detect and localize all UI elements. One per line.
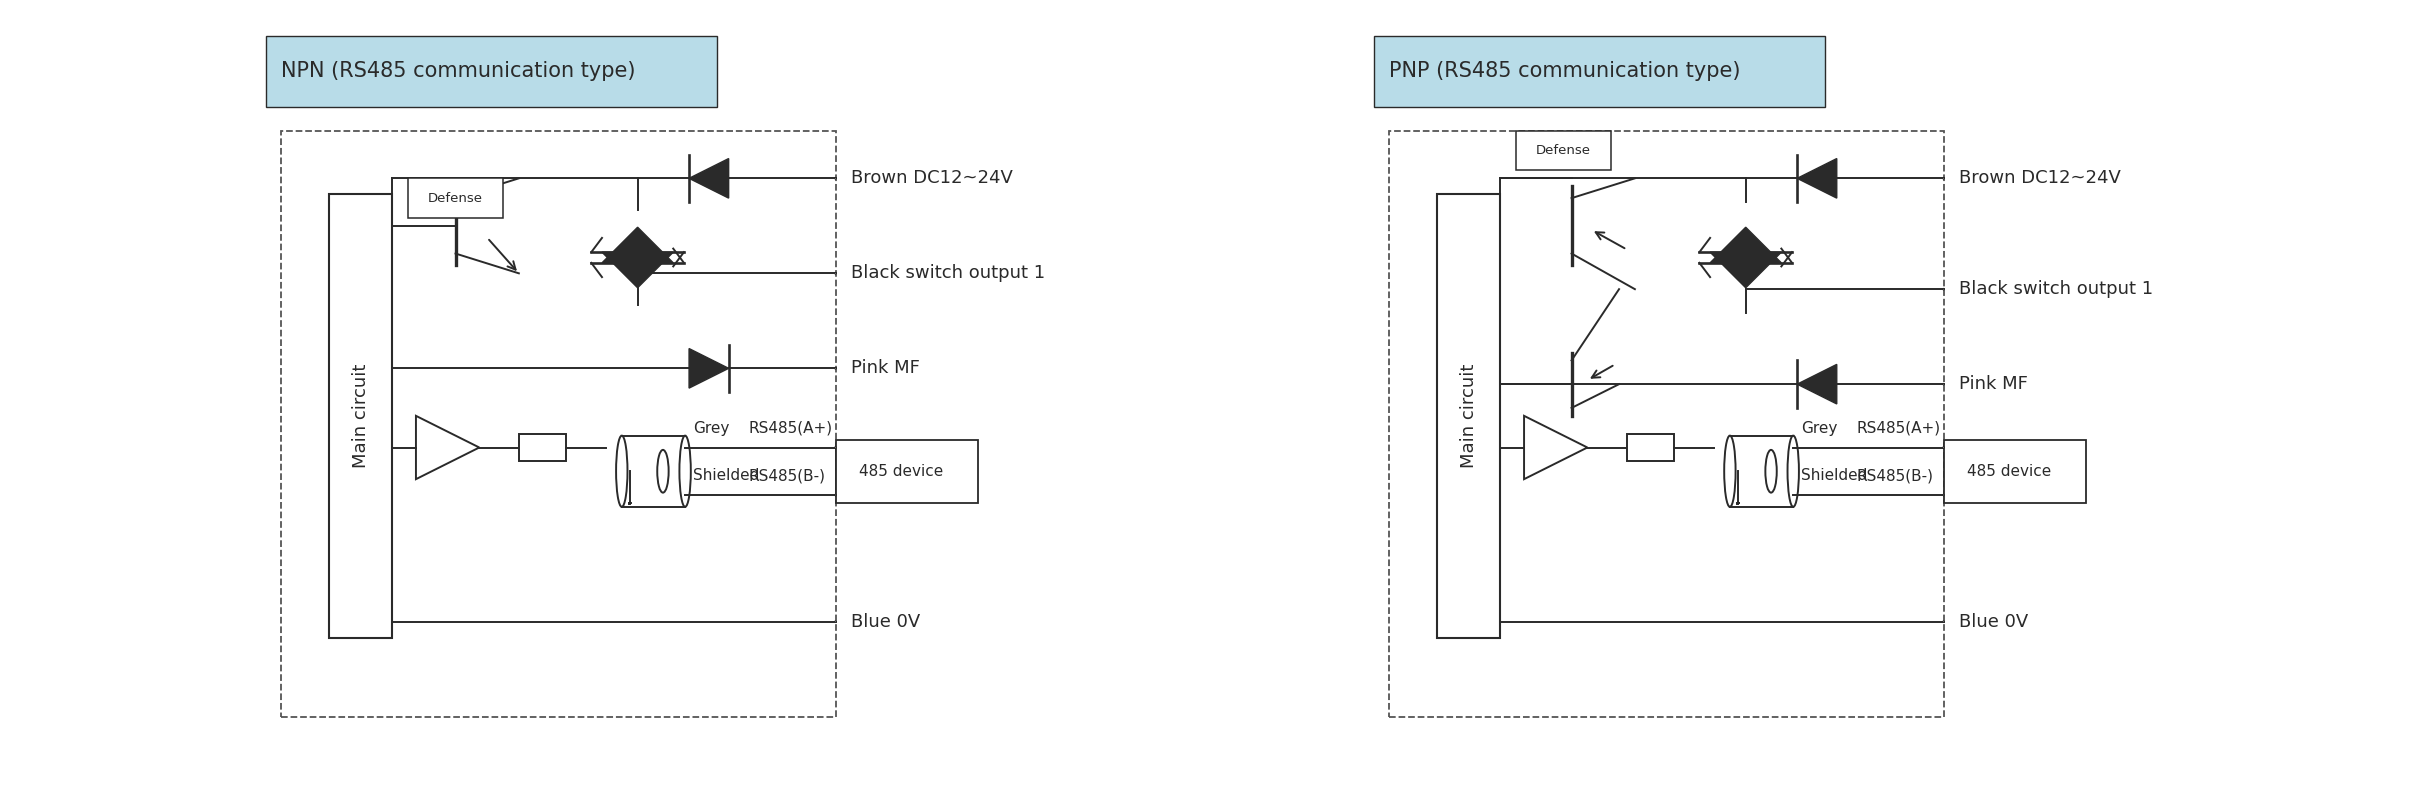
Bar [621,436,686,507]
Text: Defense: Defense [427,192,483,205]
Bar [519,434,568,462]
Text: PNP (RS485 communication type): PNP (RS485 communication type) [1389,62,1741,82]
Text: Main circuit: Main circuit [353,364,369,468]
Text: Shielded: Shielded [1802,468,1867,483]
Polygon shape [1797,364,1838,404]
Text: Shielded: Shielded [693,468,758,483]
Text: 485 device: 485 device [860,464,944,478]
Bar [266,36,717,107]
Text: Defense: Defense [1536,144,1591,157]
Text: RS485(A+): RS485(A+) [749,421,833,436]
Text: 485 device: 485 device [1968,464,2053,478]
Text: Pink MF: Pink MF [852,359,920,378]
Bar [1517,131,1611,170]
Polygon shape [601,252,674,288]
Text: Pink MF: Pink MF [1959,375,2029,393]
Bar [328,194,391,638]
Polygon shape [688,158,729,198]
Text: Grey: Grey [693,421,729,436]
Text: RS485(A+): RS485(A+) [1857,421,1942,436]
Bar [1437,194,1500,638]
Text: Blue 0V: Blue 0V [1959,613,2029,630]
Polygon shape [688,349,729,388]
Bar [408,178,502,218]
Bar [283,131,836,717]
Polygon shape [1710,227,1782,263]
Text: Blue 0V: Blue 0V [852,613,920,630]
Bar [1389,131,1944,717]
Polygon shape [1710,252,1782,288]
Text: Black switch output 1: Black switch output 1 [1959,280,2154,298]
Ellipse shape [679,436,691,507]
Ellipse shape [657,450,669,493]
Ellipse shape [1724,436,1736,507]
Bar [1628,434,1674,462]
Bar [1374,36,1826,107]
Ellipse shape [616,436,628,507]
Text: NPN (RS485 communication type): NPN (RS485 communication type) [283,62,635,82]
Bar [836,439,978,503]
Text: RS485(B-): RS485(B-) [749,468,826,483]
Polygon shape [601,227,674,263]
Text: Brown DC12~24V: Brown DC12~24V [1959,170,2120,187]
Polygon shape [415,416,478,479]
Ellipse shape [1765,450,1777,493]
Text: Grey: Grey [1802,421,1838,436]
Text: Brown DC12~24V: Brown DC12~24V [852,170,1014,187]
Text: Black switch output 1: Black switch output 1 [852,264,1046,282]
Polygon shape [1524,416,1587,479]
Bar [1729,436,1794,507]
Bar [1944,439,2087,503]
Text: Main circuit: Main circuit [1459,364,1478,468]
Polygon shape [1797,158,1838,198]
Ellipse shape [1787,436,1799,507]
Text: RS485(B-): RS485(B-) [1857,468,1934,483]
